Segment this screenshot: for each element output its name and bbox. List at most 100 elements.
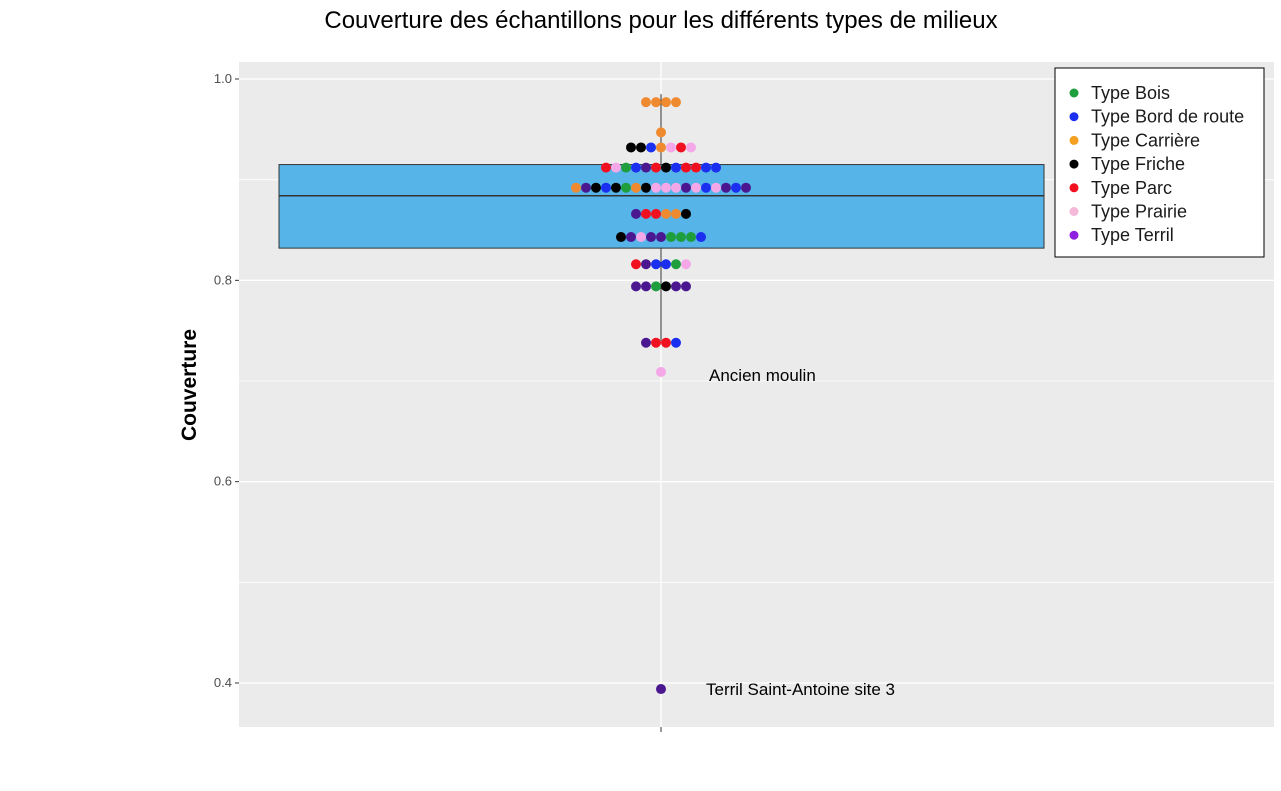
legend-key (1069, 112, 1079, 122)
data-point-carri-re (671, 208, 681, 219)
y-tick-label: 0.6 (214, 474, 232, 489)
legend-key (1069, 135, 1079, 145)
legend-label: Type Bois (1091, 83, 1170, 103)
data-point-terril (741, 182, 751, 193)
data-point-terril (641, 337, 651, 348)
data-point-bord-de-route (711, 162, 721, 173)
data-point-terril (721, 182, 731, 193)
annotation-terril-saint-antoine: Terril Saint-Antoine site 3 (706, 680, 895, 699)
data-point-carri-re (641, 97, 651, 108)
data-point-bord-de-route (701, 182, 711, 193)
data-point-carri-re (671, 97, 681, 108)
y-tick-label: 0.4 (214, 675, 232, 690)
data-point-carri-re (661, 97, 671, 108)
data-point-prairie (681, 259, 691, 270)
data-point-terril (646, 232, 656, 243)
legend-label: Type Prairie (1091, 202, 1187, 222)
data-point-parc (631, 259, 641, 270)
data-point-bord-de-route (631, 162, 641, 173)
data-point-bord-de-route (696, 232, 706, 243)
data-point-bois (686, 232, 696, 243)
data-point-terril (681, 182, 691, 193)
data-point-prairie (661, 182, 671, 193)
legend-label: Type Parc (1091, 178, 1172, 198)
data-point-carri-re (571, 182, 581, 193)
data-point-parc (641, 208, 651, 219)
data-point-bord-de-route (731, 182, 741, 193)
data-point-prairie (711, 182, 721, 193)
data-point-bois (676, 232, 686, 243)
legend-key (1069, 183, 1079, 193)
y-axis: 0.4 0.6 0.8 1.0 (214, 71, 239, 690)
data-point-bois (671, 259, 681, 270)
data-point-parc (651, 337, 661, 348)
data-point-friche (636, 142, 646, 153)
data-point-carri-re (661, 208, 671, 219)
data-point-carri-re (656, 127, 666, 138)
legend-label: Type Friche (1091, 154, 1185, 174)
data-point-bois (651, 281, 661, 292)
data-point-friche (681, 208, 691, 219)
data-point-bord-de-route (701, 162, 711, 173)
data-point-prairie (666, 142, 676, 153)
data-point-parc (661, 337, 671, 348)
data-point-terril (681, 281, 691, 292)
data-point-bois (621, 162, 631, 173)
data-point-terril (656, 232, 666, 243)
data-point-terril (631, 281, 641, 292)
y-tick-label: 1.0 (214, 71, 232, 86)
data-point-friche (661, 162, 671, 173)
data-point-friche (616, 232, 626, 243)
legend-key (1069, 207, 1079, 216)
data-point-friche (611, 182, 621, 193)
legend-key (1069, 230, 1079, 240)
data-point-prairie (636, 232, 646, 243)
legend-key (1069, 88, 1079, 98)
legend-label: Type Bord de route (1091, 107, 1244, 127)
data-point-friche (661, 281, 671, 292)
data-point-terril (641, 259, 651, 270)
data-point-parc (691, 162, 701, 173)
data-dots (571, 97, 751, 695)
data-point-carri-re (656, 142, 666, 153)
data-point-bord-de-route (671, 337, 681, 348)
data-point-parc (676, 142, 686, 153)
data-point-friche (641, 182, 651, 193)
data-point-parc (601, 162, 611, 173)
legend-label: Type Carrière (1091, 130, 1200, 150)
data-point-prairie (686, 142, 696, 153)
data-point-prairie (691, 182, 701, 193)
data-point-friche (626, 142, 636, 153)
data-point-terril (581, 182, 591, 193)
data-point-prairie (611, 162, 621, 173)
data-point-terril (671, 281, 681, 292)
annotation-ancien-moulin: Ancien moulin (709, 366, 816, 385)
data-point-bord-de-route (661, 259, 671, 270)
data-point-bois (666, 232, 676, 243)
data-point-terril (656, 684, 666, 695)
data-point-carri-re (631, 182, 641, 193)
data-point-terril (641, 162, 651, 173)
data-point-bord-de-route (671, 162, 681, 173)
legend: Type Bois Type Bord de route Type Carrière… (1054, 67, 1265, 258)
data-point-prairie (671, 182, 681, 193)
data-point-friche (591, 182, 601, 193)
data-point-terril (631, 208, 641, 219)
data-point-terril (641, 281, 651, 292)
y-axis-label: Couverture (178, 329, 201, 441)
data-point-bord-de-route (601, 182, 611, 193)
y-tick-label: 0.8 (214, 272, 232, 287)
data-point-bois (621, 182, 631, 193)
data-point-parc (651, 162, 661, 173)
legend-label: Type Terril (1091, 225, 1174, 245)
chart-title: Couverture des échantillons pour les dif… (324, 7, 997, 34)
legend-box (1054, 67, 1265, 258)
data-point-bord-de-route (646, 142, 656, 153)
data-point-prairie (656, 366, 666, 377)
data-point-parc (651, 208, 661, 219)
legend-key (1069, 159, 1079, 169)
data-point-parc (681, 162, 691, 173)
data-point-carri-re (651, 97, 661, 108)
data-point-bord-de-route (651, 259, 661, 270)
